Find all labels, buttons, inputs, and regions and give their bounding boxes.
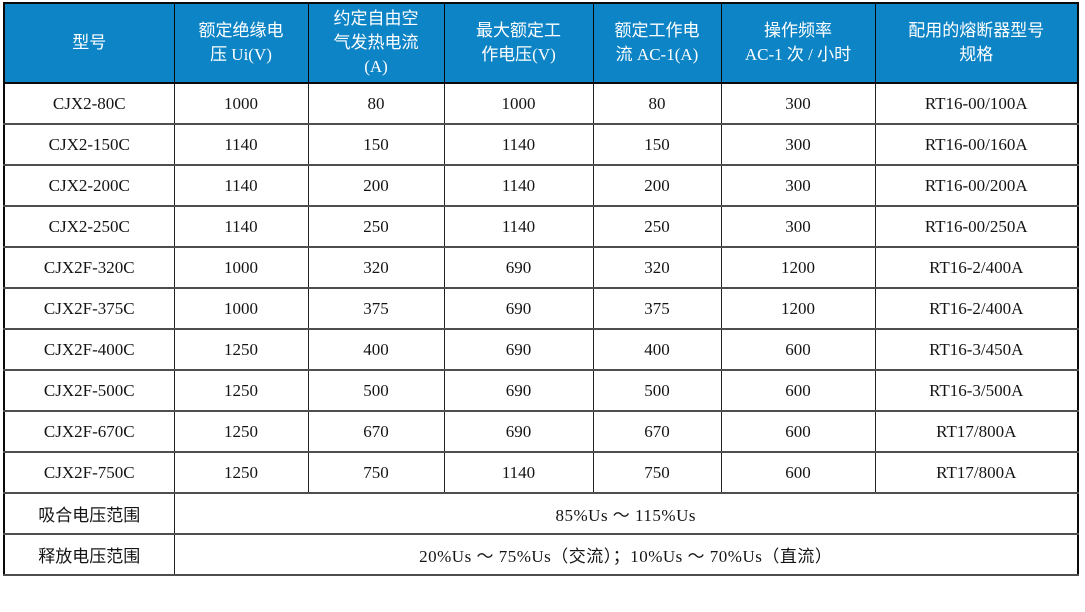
cell-rated-insulation-voltage: 1000	[173, 246, 309, 289]
cell-rated-working-current-ac1: 250	[592, 205, 722, 248]
table-row: CJX2F-320C 1000 320 690 320 1200 RT16-2/…	[3, 246, 1079, 289]
table-row: CJX2F-375C 1000 375 690 375 1200 RT16-2/…	[3, 287, 1079, 330]
cell-max-rated-working-voltage: 1140	[443, 451, 594, 494]
header-row: 型号 额定绝缘电 压 Ui(V) 约定自由空 气发热电流 (A) 最大额定工 作…	[3, 2, 1079, 84]
cell-rated-insulation-voltage: 1250	[173, 328, 309, 371]
cell-rated-insulation-voltage: 1140	[173, 164, 309, 207]
footer-value-pickup-voltage-range: 85%Us ～ 115%Us	[173, 492, 1079, 535]
cell-model: CJX2-200C	[3, 164, 175, 207]
header-fuse-type-spec: 配用的熔断器型号 规格	[874, 2, 1079, 84]
table-row: CJX2F-750C 1250 750 1140 750 600 RT17/80…	[3, 451, 1079, 494]
cell-rated-insulation-voltage: 1140	[173, 123, 309, 166]
cell-max-rated-working-voltage: 690	[443, 410, 594, 453]
table-row: CJX2-80C 1000 80 1000 80 300 RT16-00/100…	[3, 82, 1079, 125]
table-row: CJX2F-400C 1250 400 690 400 600 RT16-3/4…	[3, 328, 1079, 371]
cell-free-air-thermal-current: 400	[307, 328, 445, 371]
cell-model: CJX2-150C	[3, 123, 175, 166]
cell-operating-frequency: 300	[720, 205, 876, 248]
cell-fuse-type-spec: RT16-00/100A	[874, 82, 1079, 125]
cell-model: CJX2F-500C	[3, 369, 175, 412]
footer-label-pickup-voltage-range: 吸合电压范围	[3, 492, 175, 535]
cell-operating-frequency: 1200	[720, 287, 876, 330]
cell-max-rated-working-voltage: 1140	[443, 205, 594, 248]
cell-fuse-type-spec: RT16-00/160A	[874, 123, 1079, 166]
cell-free-air-thermal-current: 375	[307, 287, 445, 330]
cell-operating-frequency: 300	[720, 123, 876, 166]
cell-fuse-type-spec: RT16-00/200A	[874, 164, 1079, 207]
cell-rated-working-current-ac1: 400	[592, 328, 722, 371]
cell-max-rated-working-voltage: 1140	[443, 164, 594, 207]
table-row: CJX2F-670C 1250 670 690 670 600 RT17/800…	[3, 410, 1079, 453]
cell-rated-insulation-voltage: 1250	[173, 369, 309, 412]
cell-model: CJX2F-400C	[3, 328, 175, 371]
contactor-spec-table: 型号 额定绝缘电 压 Ui(V) 约定自由空 气发热电流 (A) 最大额定工 作…	[3, 2, 1079, 576]
cell-free-air-thermal-current: 750	[307, 451, 445, 494]
cell-max-rated-working-voltage: 1140	[443, 123, 594, 166]
spec-table-container: 型号 额定绝缘电 压 Ui(V) 约定自由空 气发热电流 (A) 最大额定工 作…	[3, 2, 1079, 576]
cell-rated-working-current-ac1: 670	[592, 410, 722, 453]
cell-rated-insulation-voltage: 1250	[173, 451, 309, 494]
cell-rated-insulation-voltage: 1250	[173, 410, 309, 453]
cell-model: CJX2F-670C	[3, 410, 175, 453]
header-rated-insulation-voltage: 额定绝缘电 压 Ui(V)	[173, 2, 309, 84]
footer-value-release-voltage-range: 20%Us ～ 75%Us（交流）；10%Us ～ 70%Us（直流）	[173, 533, 1079, 576]
cell-operating-frequency: 1200	[720, 246, 876, 289]
footer-label-release-voltage-range: 释放电压范围	[3, 533, 175, 576]
footer-row-pickup-voltage: 吸合电压范围 85%Us ～ 115%Us	[3, 492, 1079, 535]
cell-rated-insulation-voltage: 1000	[173, 82, 309, 125]
table-row: CJX2-150C 1140 150 1140 150 300 RT16-00/…	[3, 123, 1079, 166]
cell-rated-insulation-voltage: 1000	[173, 287, 309, 330]
header-rated-working-current-ac1: 额定工作电 流 AC-1(A)	[592, 2, 722, 84]
cell-free-air-thermal-current: 250	[307, 205, 445, 248]
cell-model: CJX2-80C	[3, 82, 175, 125]
cell-rated-working-current-ac1: 750	[592, 451, 722, 494]
cell-fuse-type-spec: RT16-2/400A	[874, 246, 1079, 289]
cell-free-air-thermal-current: 80	[307, 82, 445, 125]
cell-operating-frequency: 600	[720, 410, 876, 453]
header-model: 型号	[3, 2, 175, 84]
cell-max-rated-working-voltage: 690	[443, 287, 594, 330]
footer-row-release-voltage: 释放电压范围 20%Us ～ 75%Us（交流）；10%Us ～ 70%Us（直…	[3, 533, 1079, 576]
cell-max-rated-working-voltage: 1000	[443, 82, 594, 125]
cell-model: CJX2F-750C	[3, 451, 175, 494]
header-operating-frequency: 操作频率 AC-1 次 / 小时	[720, 2, 876, 84]
cell-rated-working-current-ac1: 150	[592, 123, 722, 166]
cell-rated-working-current-ac1: 200	[592, 164, 722, 207]
table-row: CJX2-200C 1140 200 1140 200 300 RT16-00/…	[3, 164, 1079, 207]
header-max-rated-working-voltage: 最大额定工 作电压(V)	[443, 2, 594, 84]
cell-max-rated-working-voltage: 690	[443, 246, 594, 289]
cell-fuse-type-spec: RT16-00/250A	[874, 205, 1079, 248]
cell-max-rated-working-voltage: 690	[443, 328, 594, 371]
cell-operating-frequency: 600	[720, 451, 876, 494]
cell-max-rated-working-voltage: 690	[443, 369, 594, 412]
cell-model: CJX2F-320C	[3, 246, 175, 289]
cell-free-air-thermal-current: 200	[307, 164, 445, 207]
cell-fuse-type-spec: RT16-3/450A	[874, 328, 1079, 371]
cell-model: CJX2F-375C	[3, 287, 175, 330]
cell-rated-working-current-ac1: 375	[592, 287, 722, 330]
header-free-air-thermal-current: 约定自由空 气发热电流 (A)	[307, 2, 445, 84]
cell-free-air-thermal-current: 670	[307, 410, 445, 453]
cell-operating-frequency: 300	[720, 164, 876, 207]
table-row: CJX2-250C 1140 250 1140 250 300 RT16-00/…	[3, 205, 1079, 248]
cell-fuse-type-spec: RT16-3/500A	[874, 369, 1079, 412]
cell-rated-working-current-ac1: 320	[592, 246, 722, 289]
cell-free-air-thermal-current: 320	[307, 246, 445, 289]
table-row: CJX2F-500C 1250 500 690 500 600 RT16-3/5…	[3, 369, 1079, 412]
cell-model: CJX2-250C	[3, 205, 175, 248]
cell-fuse-type-spec: RT16-2/400A	[874, 287, 1079, 330]
cell-rated-working-current-ac1: 80	[592, 82, 722, 125]
cell-rated-working-current-ac1: 500	[592, 369, 722, 412]
cell-free-air-thermal-current: 150	[307, 123, 445, 166]
cell-operating-frequency: 600	[720, 369, 876, 412]
cell-free-air-thermal-current: 500	[307, 369, 445, 412]
cell-fuse-type-spec: RT17/800A	[874, 451, 1079, 494]
cell-operating-frequency: 300	[720, 82, 876, 125]
cell-fuse-type-spec: RT17/800A	[874, 410, 1079, 453]
cell-operating-frequency: 600	[720, 328, 876, 371]
cell-rated-insulation-voltage: 1140	[173, 205, 309, 248]
